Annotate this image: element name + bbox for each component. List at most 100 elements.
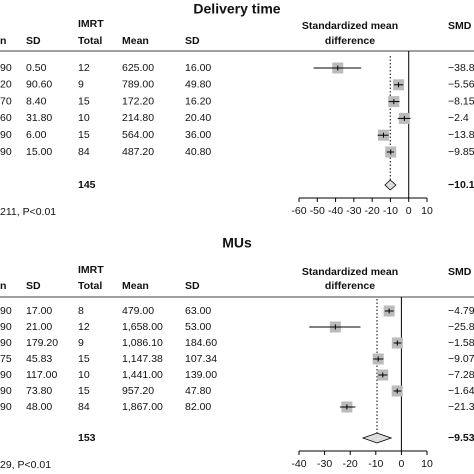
table-cell: 90 [0, 62, 12, 74]
table-cell: 479.00 [122, 305, 154, 317]
plot-header: Standardized mean [302, 20, 398, 32]
table-cell: 63.00 [185, 305, 211, 317]
table-cell: 75 [0, 353, 12, 365]
table-cell: 9 [78, 79, 84, 91]
x-tick-label: -50 [310, 205, 325, 217]
smd-label: −25.8 [448, 321, 474, 333]
table-cell: 1,086.10 [122, 337, 163, 349]
table-cell: 15 [78, 353, 90, 365]
smd-summary-label: −10.1 [448, 179, 474, 191]
table-cell: 8.40 [26, 95, 47, 107]
x-tick-label: -60 [291, 205, 306, 217]
smd-summary-label: −9.53 [448, 432, 474, 444]
x-tick-label: -20 [343, 458, 358, 470]
table-cell: 957.20 [122, 385, 154, 397]
x-tick-label: 0 [398, 458, 404, 470]
plot-header: difference [325, 280, 375, 292]
x-tick-label: -40 [328, 205, 343, 217]
column-header: SD [185, 35, 200, 47]
smd-label: −9.85 [448, 146, 474, 158]
table-cell: 625.00 [122, 62, 154, 74]
column-header: n [0, 280, 6, 292]
table-cell: 1,867.00 [122, 401, 163, 413]
table-cell: 15 [78, 385, 90, 397]
total-n: 153 [78, 432, 96, 444]
x-tick-label: -40 [291, 458, 306, 470]
table-cell: 70 [0, 95, 12, 107]
column-header: Total [78, 35, 102, 47]
x-tick-label: -10 [368, 458, 383, 470]
table-cell: 53.00 [185, 321, 211, 333]
table-cell: 31.80 [26, 112, 52, 124]
table-cell: 90 [0, 146, 12, 158]
table-cell: 36.00 [185, 129, 211, 141]
table-cell: 48.00 [26, 401, 52, 413]
table-cell: 20 [0, 79, 12, 91]
panel-title: MUs [222, 235, 252, 251]
table-cell: 20.40 [185, 112, 211, 124]
column-header: Total [78, 280, 102, 292]
footer-stats: 211, P<0.01 [0, 206, 56, 218]
column-header: Mean [122, 35, 149, 47]
column-header: SD [26, 280, 41, 292]
total-n: 145 [78, 179, 96, 191]
table-cell: 184.60 [185, 337, 217, 349]
table-cell: 84 [78, 146, 90, 158]
table-cell: 84 [78, 401, 90, 413]
table-cell: 12 [78, 62, 90, 74]
table-cell: 487.20 [122, 146, 154, 158]
group-header: IMRT [78, 264, 104, 276]
plot-header: difference [325, 35, 375, 47]
table-cell: 90.60 [26, 79, 52, 91]
table-cell: 90 [0, 385, 12, 397]
smd-label: −5.56 [448, 79, 474, 91]
smd-label: −1.58 [448, 337, 474, 349]
table-cell: 90 [0, 337, 12, 349]
table-cell: 47.80 [185, 385, 211, 397]
column-header: Mean [122, 280, 149, 292]
table-cell: 139.00 [185, 369, 217, 381]
table-cell: 179.20 [26, 337, 58, 349]
table-cell: 15 [78, 95, 90, 107]
table-cell: 6.00 [26, 129, 47, 141]
table-cell: 789.00 [122, 79, 154, 91]
x-tick-label: 0 [406, 205, 412, 217]
table-cell: 8 [78, 305, 84, 317]
panel-title: Delivery time [193, 1, 280, 17]
table-cell: 90 [0, 401, 12, 413]
smd-label: −4.79 [448, 305, 474, 317]
table-cell: 49.80 [185, 79, 211, 91]
column-header: n [0, 35, 6, 47]
x-tick-label: -30 [346, 205, 361, 217]
table-cell: 16.20 [185, 95, 211, 107]
smd-label: −13.8 [448, 129, 474, 141]
x-tick-label: -30 [317, 458, 332, 470]
table-cell: 0.50 [26, 62, 47, 74]
table-cell: 1,147.38 [122, 353, 163, 365]
table-cell: 45.83 [26, 353, 52, 365]
table-cell: 90 [0, 129, 12, 141]
table-cell: 117.00 [26, 369, 57, 381]
table-cell: 90 [0, 321, 12, 333]
table-cell: 10 [78, 112, 90, 124]
smd-header: SMD [448, 20, 472, 32]
x-tick-label: -20 [365, 205, 380, 217]
table-cell: 82.00 [185, 401, 211, 413]
table-cell: 60 [0, 112, 12, 124]
smd-label: −9.07 [448, 353, 474, 365]
smd-header: SMD [448, 266, 472, 278]
group-header: IMRT [78, 18, 104, 30]
smd-label: −21.3 [448, 401, 474, 413]
x-tick-label: 10 [421, 205, 433, 217]
summary-diamond [384, 179, 397, 191]
table-cell: 107.34 [185, 353, 217, 365]
table-cell: 172.20 [122, 95, 154, 107]
table-cell: 9 [78, 337, 84, 349]
summary-diamond [361, 432, 393, 444]
table-cell: 90 [0, 305, 12, 317]
column-header: SD [26, 35, 41, 47]
table-cell: 21.00 [26, 321, 52, 333]
table-cell: 40.80 [185, 146, 211, 158]
column-header: SD [185, 280, 200, 292]
table-cell: 16.00 [185, 62, 211, 74]
